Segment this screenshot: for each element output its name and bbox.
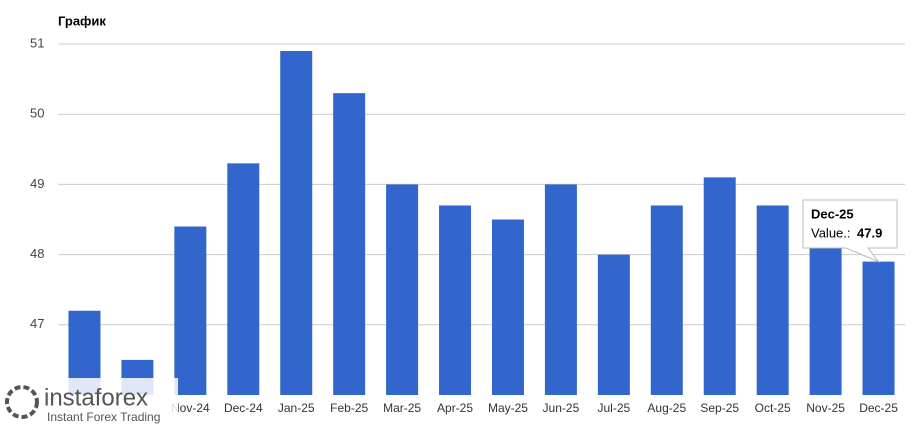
y-tick-label: 51 <box>30 35 44 50</box>
bar <box>439 205 472 395</box>
bar <box>544 184 577 395</box>
bar <box>650 205 683 395</box>
tooltip-box <box>802 199 898 263</box>
watermark-tagline: Instant Forex Trading <box>47 410 160 424</box>
bar <box>386 184 419 395</box>
x-tick-label: Jun-25 <box>543 401 580 415</box>
watermark-bg <box>0 378 178 426</box>
bar <box>809 247 842 395</box>
tooltip-label: Value.: <box>811 225 851 240</box>
x-tick-label: Aug-25 <box>647 401 686 415</box>
watermark-icon <box>5 385 39 419</box>
x-tick-label: Nov-25 <box>806 401 845 415</box>
y-tick-label: 49 <box>30 176 44 191</box>
x-tick-label: Jan-25 <box>278 401 315 415</box>
x-tick-label: Dec-24 <box>224 401 263 415</box>
tooltip-title: Dec-25 <box>811 206 854 221</box>
tooltip-value: 47.9 <box>857 225 882 240</box>
bar <box>703 177 736 395</box>
x-tick-label: Nov-24 <box>171 401 210 415</box>
bar <box>227 163 260 395</box>
x-tick-label: Apr-25 <box>437 401 473 415</box>
x-tick-label: Jul-25 <box>598 401 631 415</box>
bar <box>333 93 366 395</box>
x-tick-label: Sep-25 <box>700 401 739 415</box>
bar <box>862 261 895 395</box>
watermark-brand: instaforex <box>44 384 148 411</box>
x-tick-label: Oct-25 <box>755 401 791 415</box>
bar <box>174 226 207 395</box>
y-tick-label: 50 <box>30 106 44 121</box>
bar <box>756 205 789 395</box>
x-tick-label: Feb-25 <box>330 401 368 415</box>
chart-title: График <box>58 13 106 28</box>
y-tick-label: 48 <box>30 246 44 261</box>
bar <box>597 254 630 395</box>
y-tick-label: 47 <box>30 316 44 331</box>
x-tick-label: Dec-25 <box>859 401 898 415</box>
x-tick-label: May-25 <box>488 401 528 415</box>
bar <box>280 51 313 396</box>
x-tick-label: Mar-25 <box>383 401 421 415</box>
tooltip: Dec-25 Value.: 47.9 <box>802 199 898 263</box>
bar <box>491 219 524 395</box>
